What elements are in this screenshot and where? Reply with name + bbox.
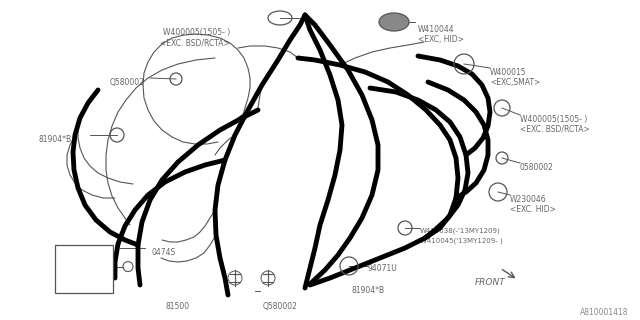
Text: W400005(1505- ): W400005(1505- ) — [520, 115, 588, 124]
Text: W400015: W400015 — [490, 68, 527, 77]
Text: <EXC. BSD/RCTA>: <EXC. BSD/RCTA> — [160, 38, 230, 47]
Bar — [55, 245, 113, 293]
Text: W400005(1505- ): W400005(1505- ) — [163, 28, 230, 37]
Text: FRONT: FRONT — [475, 278, 506, 287]
Text: 0474S: 0474S — [152, 248, 176, 257]
Text: 81904*B: 81904*B — [39, 135, 72, 144]
Text: 81500: 81500 — [166, 302, 190, 311]
Text: Q580002: Q580002 — [110, 78, 145, 87]
Text: W230046: W230046 — [510, 195, 547, 204]
Text: Q580002: Q580002 — [262, 302, 298, 311]
Text: 94071U: 94071U — [368, 264, 397, 273]
Text: W410045('13MY1209- ): W410045('13MY1209- ) — [420, 238, 503, 244]
Text: A810001418: A810001418 — [579, 308, 628, 317]
Text: 81911A: 81911A — [58, 282, 87, 291]
Text: <EXC,SMAT>: <EXC,SMAT> — [490, 78, 540, 87]
Ellipse shape — [379, 13, 409, 31]
Text: <EXC. HID>: <EXC. HID> — [510, 205, 556, 214]
Text: W410044: W410044 — [418, 25, 454, 34]
Text: <EXC, HID>: <EXC, HID> — [418, 35, 464, 44]
Text: <EXC. BSD/RCTA>: <EXC. BSD/RCTA> — [520, 125, 589, 134]
Text: W410038(-'13MY1209): W410038(-'13MY1209) — [420, 228, 500, 235]
Text: 81904*B: 81904*B — [352, 286, 385, 295]
Text: 0580002: 0580002 — [520, 163, 554, 172]
